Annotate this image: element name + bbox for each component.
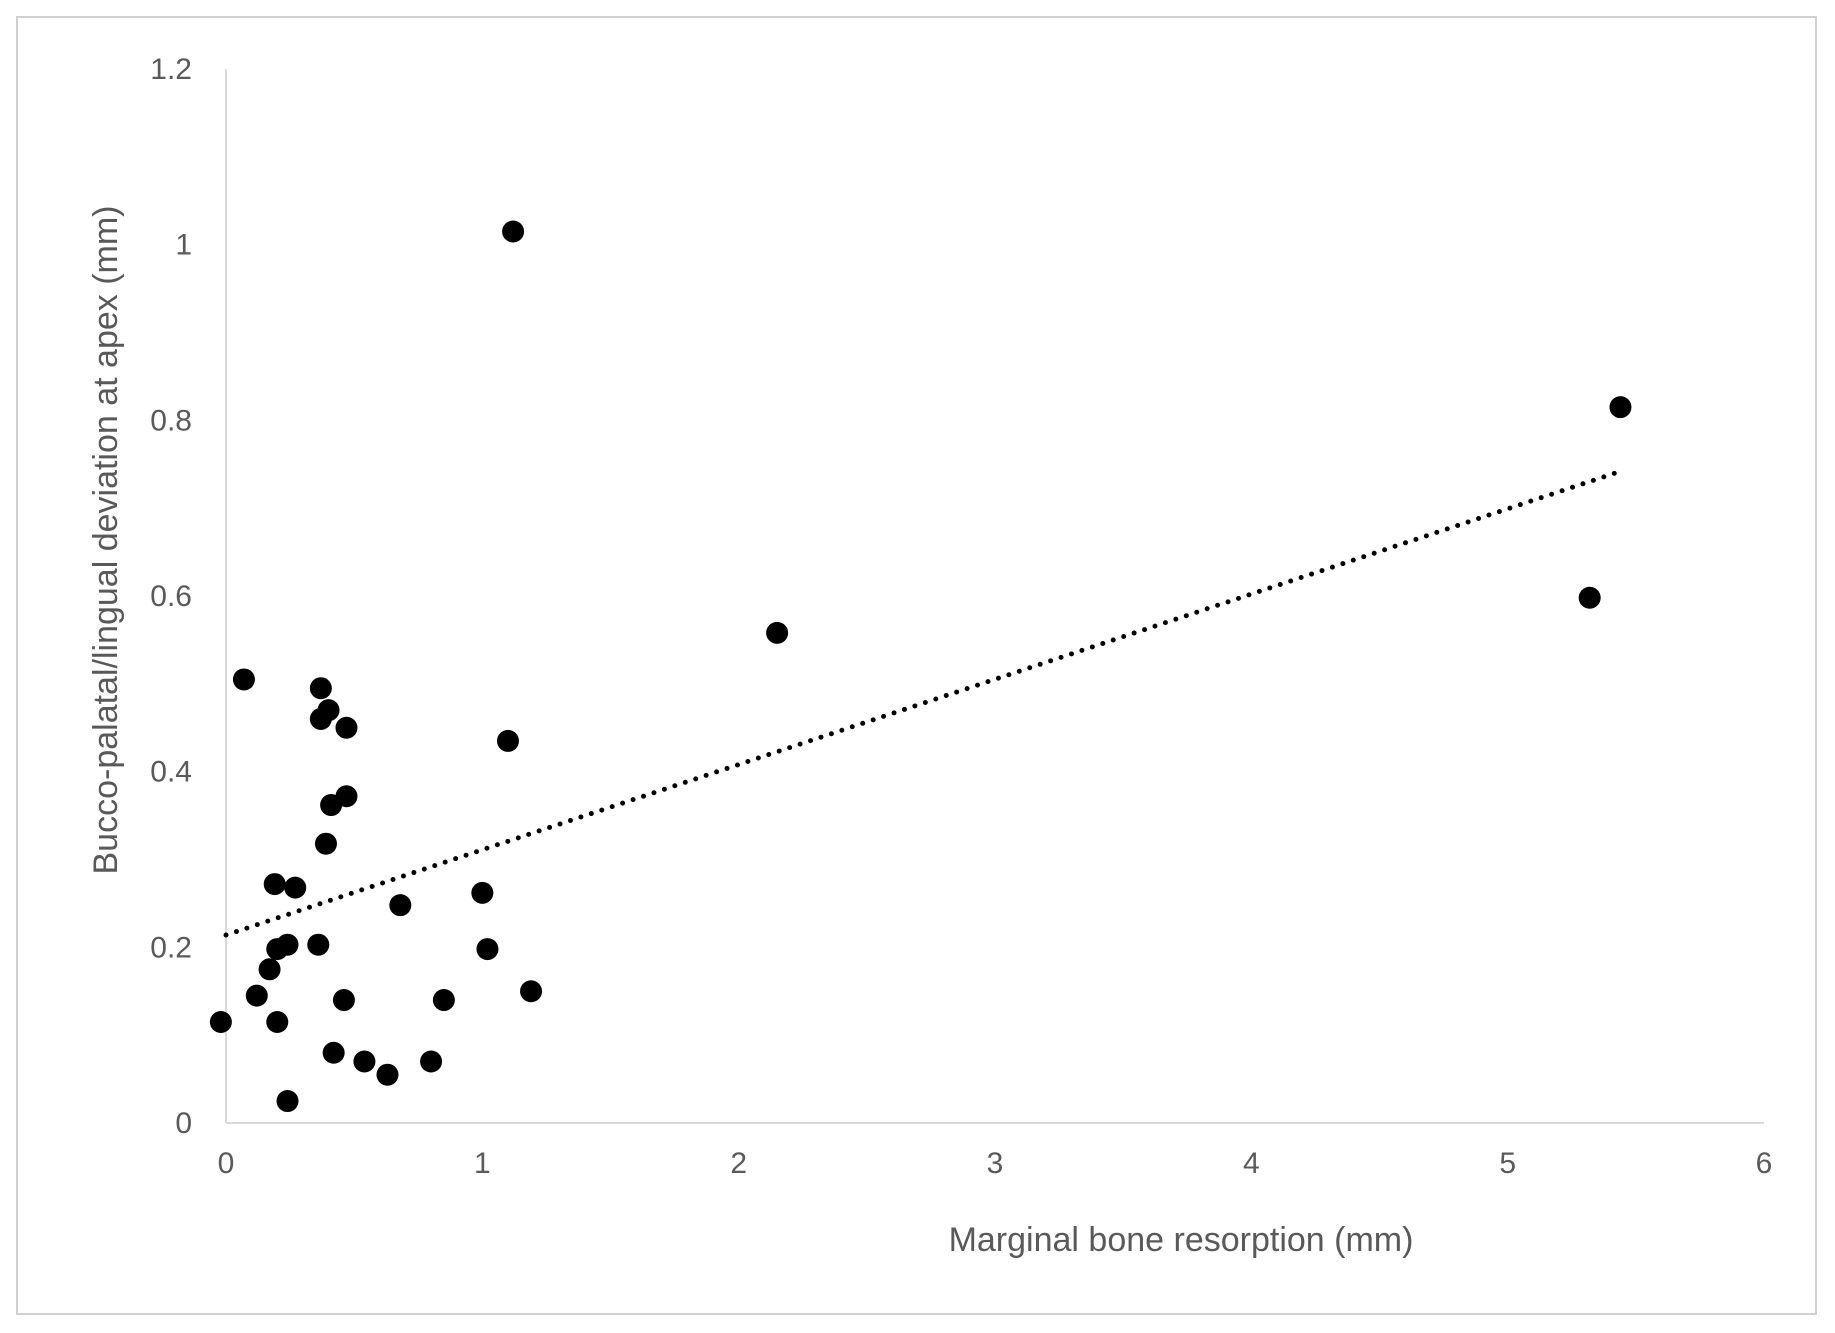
data-point bbox=[245, 984, 268, 1007]
y-axis-title: Bucco-palatal/lingual deviation at apex … bbox=[87, 205, 125, 874]
data-point bbox=[335, 785, 358, 808]
y-tick-label: 0 bbox=[175, 1107, 192, 1140]
data-point bbox=[502, 220, 525, 243]
y-tick-label: 1 bbox=[175, 229, 192, 262]
trendline-layer bbox=[223, 470, 1618, 938]
data-point bbox=[232, 668, 255, 691]
data-point bbox=[520, 980, 543, 1003]
x-tick-label: 6 bbox=[1756, 1147, 1773, 1180]
y-tick-label: 1.2 bbox=[150, 53, 192, 86]
x-tick-label: 3 bbox=[987, 1147, 1004, 1180]
data-point bbox=[307, 933, 330, 956]
data-point bbox=[471, 881, 494, 904]
data-point bbox=[284, 876, 307, 899]
data-point bbox=[353, 1050, 376, 1073]
y-tick-label: 0.4 bbox=[150, 756, 192, 789]
data-point bbox=[476, 938, 499, 961]
data-point bbox=[1609, 396, 1632, 419]
data-point bbox=[209, 1010, 232, 1033]
data-point bbox=[314, 832, 337, 855]
data-point bbox=[1578, 586, 1601, 609]
data-point bbox=[420, 1050, 443, 1073]
x-tick-label: 4 bbox=[1243, 1147, 1260, 1180]
data-point bbox=[496, 729, 519, 752]
x-axis-title: Marginal bone resorption (mm) bbox=[949, 1221, 1414, 1259]
y-tick-label: 0.2 bbox=[150, 931, 192, 964]
chart-frame bbox=[16, 16, 1817, 1315]
data-point bbox=[309, 677, 332, 700]
data-point bbox=[389, 894, 412, 917]
axes bbox=[225, 69, 1764, 1124]
data-point bbox=[322, 1041, 345, 1064]
data-point bbox=[276, 1090, 299, 1113]
y-tick-label: 0.6 bbox=[150, 580, 192, 613]
x-tick-label: 5 bbox=[1499, 1147, 1516, 1180]
data-point bbox=[258, 958, 281, 981]
data-point bbox=[276, 933, 299, 956]
x-tick-label: 2 bbox=[730, 1147, 747, 1180]
y-tick-label: 0.8 bbox=[150, 404, 192, 437]
trendline bbox=[223, 470, 1618, 938]
data-point bbox=[263, 873, 286, 896]
x-tick-label: 0 bbox=[218, 1147, 235, 1180]
data-point bbox=[376, 1063, 399, 1086]
data-point bbox=[332, 989, 355, 1012]
data-point bbox=[766, 621, 789, 644]
tick-labels: 0 1 2 3 4 5 6 0 0.2 0.4 0.6 0.8 1 1.2 bbox=[150, 53, 1772, 1180]
data-point bbox=[432, 989, 455, 1012]
data-point bbox=[317, 699, 340, 722]
x-tick-label: 1 bbox=[474, 1147, 491, 1180]
data-point bbox=[266, 1010, 289, 1033]
data-point bbox=[335, 716, 358, 739]
data-points bbox=[209, 220, 1632, 1113]
